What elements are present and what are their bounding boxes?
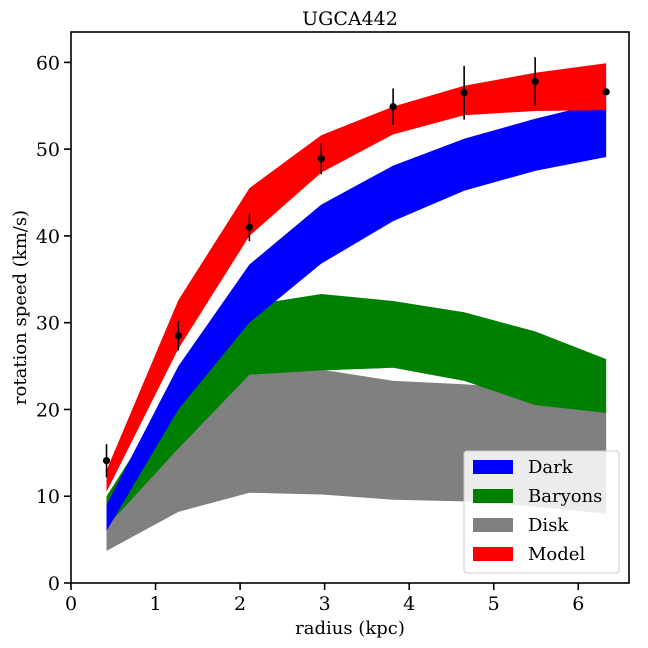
x-axis-ticks: 0 1 2 3 4 5 6 [65, 583, 584, 615]
y-tick-label: 60 [36, 52, 60, 74]
x-tick-label: 3 [319, 593, 331, 615]
data-point [460, 89, 468, 97]
y-tick-label: 30 [36, 313, 60, 335]
y-tick-label: 40 [36, 226, 60, 248]
band-model [106, 63, 607, 492]
x-tick-label: 5 [488, 593, 500, 615]
band-baryons [106, 294, 607, 527]
observation-layer [102, 77, 610, 465]
legend-box [463, 450, 620, 574]
band-dark [106, 101, 607, 531]
x-tick-label: 6 [572, 593, 584, 615]
data-point [389, 103, 397, 111]
data-point [102, 457, 111, 465]
data-point [317, 155, 325, 163]
band-layer [106, 63, 607, 551]
chart-title: UGCA442 [302, 8, 398, 30]
y-tick-label: 10 [36, 486, 60, 508]
y-axis-label: rotation speed (km/s) [10, 210, 31, 405]
legend-label-dark: Dark [528, 457, 574, 478]
data-point [602, 88, 610, 96]
x-tick-label: 4 [403, 593, 415, 615]
x-tick-label: 0 [65, 593, 77, 615]
legend-swatch-baryons [473, 489, 513, 503]
y-tick-label: 50 [36, 139, 60, 161]
band-disk [106, 364, 607, 551]
legend-label-model: Model [528, 544, 585, 565]
data-point [245, 223, 253, 231]
y-tick-label: 0 [48, 573, 60, 595]
data-point [531, 77, 539, 86]
y-axis-ticks: 0 10 20 30 40 50 60 [36, 52, 71, 595]
x-axis-label: radius (kpc) [295, 618, 405, 639]
legend-label-disk: Disk [528, 515, 569, 536]
legend-label-baryons: Baryons [528, 486, 602, 507]
data-point [174, 332, 182, 340]
y-tick-label: 20 [36, 399, 60, 421]
plot-frame [70, 31, 630, 584]
legend-swatch-model [473, 547, 513, 561]
legend-swatch-dark [473, 460, 513, 474]
legend: Dark Baryons Disk Model [463, 450, 620, 574]
x-tick-label: 2 [234, 593, 246, 615]
legend-swatch-disk [473, 518, 513, 532]
x-tick-label: 1 [149, 593, 161, 615]
